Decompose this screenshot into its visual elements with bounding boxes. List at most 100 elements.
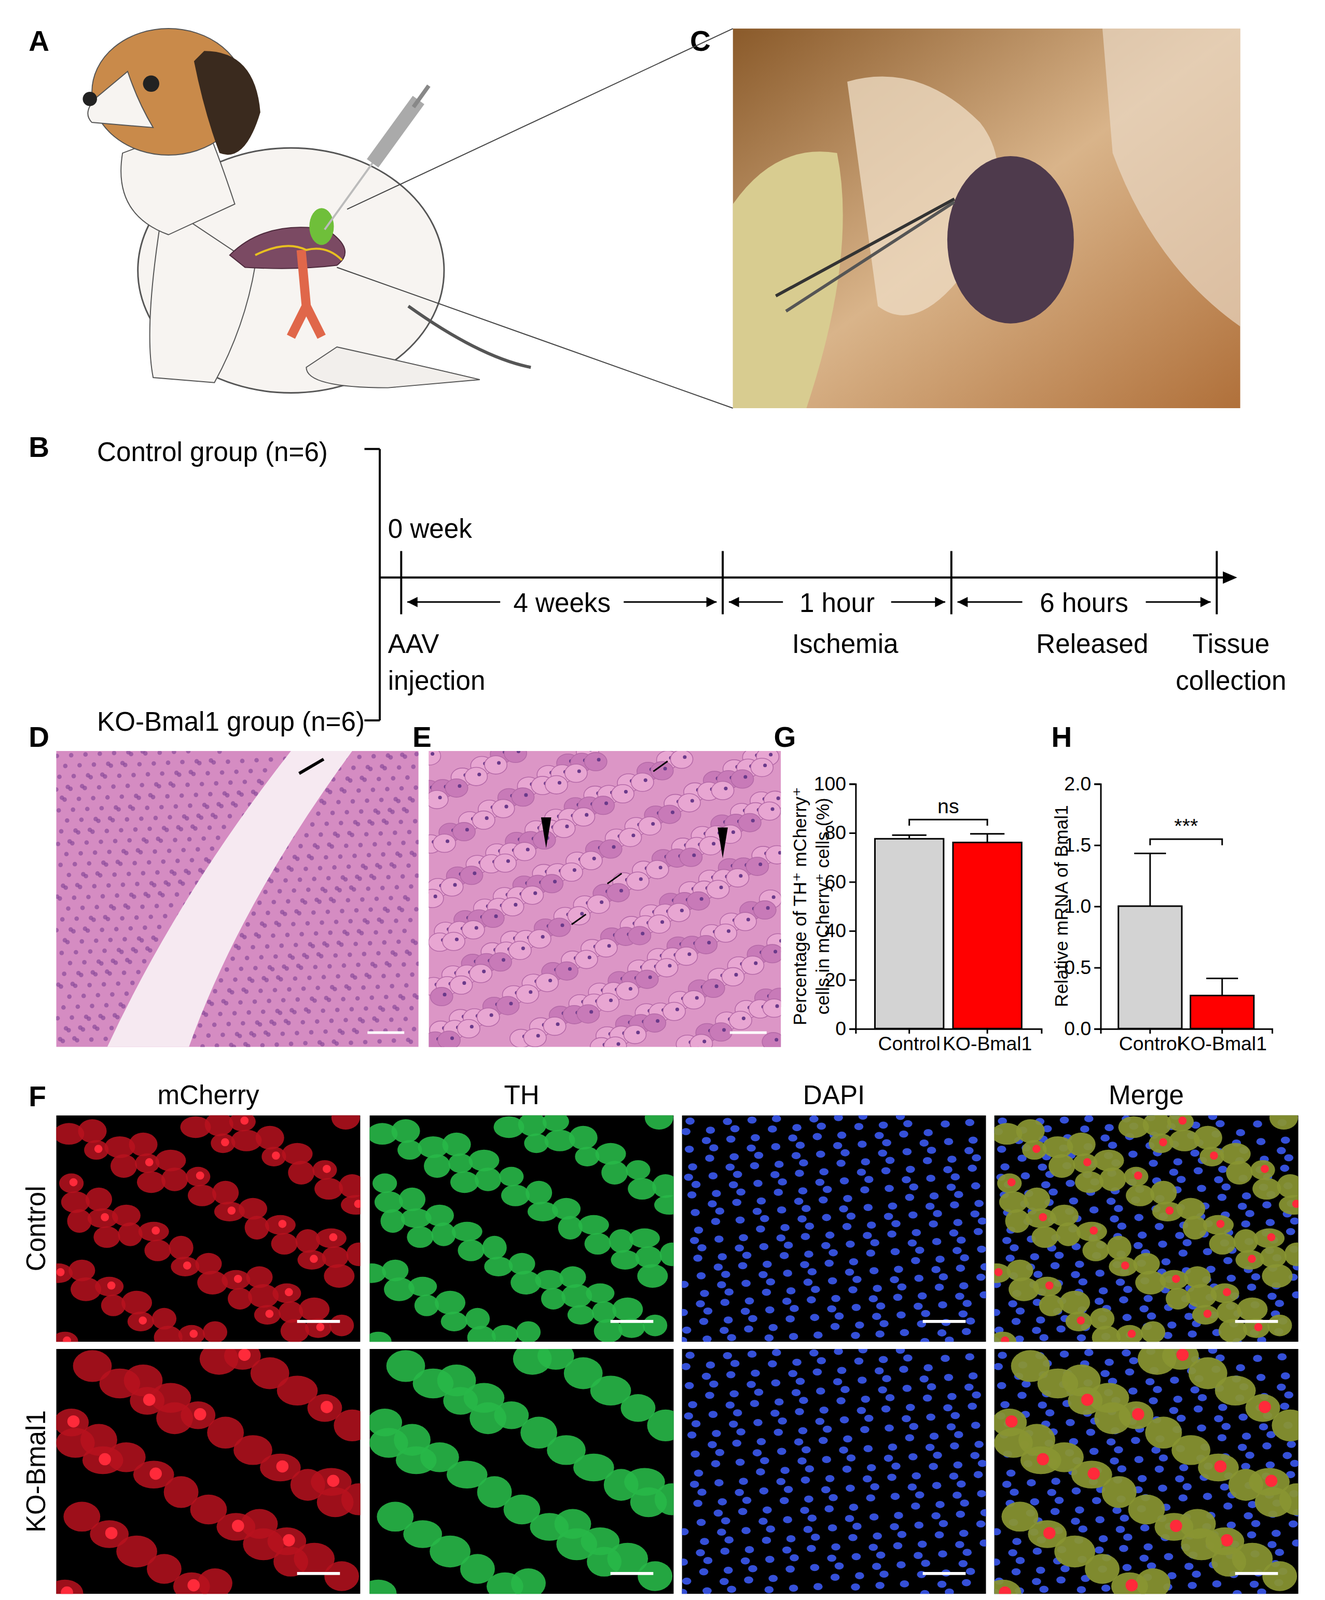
nucleus-dot bbox=[881, 1139, 892, 1147]
nucleus bbox=[332, 865, 337, 871]
nucleus bbox=[129, 892, 134, 898]
neuron bbox=[543, 1017, 567, 1036]
nucleus-dot bbox=[875, 1330, 885, 1338]
nucleus-dot bbox=[825, 1232, 835, 1240]
nucleus bbox=[196, 813, 201, 819]
nucleus bbox=[256, 779, 262, 784]
event: AAV bbox=[388, 629, 440, 659]
cell bbox=[110, 1154, 137, 1179]
nucleus bbox=[351, 765, 356, 771]
nucleus-dot bbox=[870, 1239, 880, 1247]
nucleus bbox=[414, 752, 419, 757]
nucleus bbox=[71, 774, 77, 779]
nucleus bbox=[409, 1006, 414, 1012]
channel-title: mCherry bbox=[157, 1080, 259, 1111]
cell bbox=[155, 1150, 186, 1172]
cell bbox=[601, 1161, 628, 1185]
neuron bbox=[449, 976, 473, 995]
cell bbox=[297, 1250, 326, 1271]
nucleus-dot bbox=[804, 1222, 814, 1231]
neuron bbox=[535, 973, 559, 992]
nucleus bbox=[173, 804, 179, 810]
nucleus-dot bbox=[884, 1212, 894, 1221]
neuron bbox=[674, 947, 698, 966]
nucleus bbox=[304, 833, 309, 838]
image-background bbox=[56, 1115, 361, 1343]
nucleus bbox=[167, 848, 172, 854]
cell bbox=[610, 1250, 640, 1271]
neuron bbox=[606, 883, 630, 902]
nucleus bbox=[378, 1005, 383, 1011]
nucleus bbox=[140, 904, 145, 910]
nucleus bbox=[384, 787, 390, 792]
nucleus bbox=[273, 920, 279, 926]
nucleus-dot bbox=[854, 1321, 865, 1330]
neuron bbox=[709, 1023, 733, 1042]
cell-spot bbox=[221, 1138, 230, 1148]
nucleus bbox=[378, 831, 383, 837]
cell bbox=[323, 1264, 355, 1289]
nucleus bbox=[383, 995, 389, 1000]
nucleus bbox=[215, 835, 221, 841]
nucleus bbox=[112, 751, 117, 756]
nucleus-dot bbox=[762, 1261, 772, 1269]
arrowhead bbox=[957, 597, 969, 608]
nucleus-dot bbox=[928, 1220, 938, 1228]
nucleus bbox=[265, 911, 271, 916]
neuron bbox=[504, 751, 527, 763]
duration: 4 weeks bbox=[513, 588, 611, 618]
nucleus-dot bbox=[760, 1215, 770, 1223]
nucleus bbox=[577, 769, 582, 774]
nucleus-dot bbox=[810, 1286, 821, 1294]
nucleus bbox=[738, 874, 743, 878]
cell bbox=[659, 1243, 674, 1267]
nucleus-dot bbox=[801, 1233, 811, 1241]
nucleus bbox=[109, 992, 115, 998]
nucleus bbox=[607, 944, 612, 948]
nucleus bbox=[99, 806, 105, 811]
nucleus bbox=[402, 929, 407, 934]
nucleus bbox=[341, 963, 347, 969]
nucleus bbox=[660, 920, 665, 924]
nucleus bbox=[236, 790, 242, 796]
nucleus-dot bbox=[681, 1281, 689, 1289]
nucleus bbox=[258, 955, 264, 960]
arrow bbox=[607, 873, 623, 885]
nucleus bbox=[210, 812, 216, 818]
nucleus-dot bbox=[850, 1332, 861, 1340]
nucleus bbox=[305, 921, 311, 927]
nucleus-dot bbox=[776, 1234, 786, 1242]
nucleus-dot bbox=[967, 1165, 977, 1173]
nucleus bbox=[319, 920, 325, 926]
nucleus-dot bbox=[893, 1294, 903, 1302]
nucleus bbox=[333, 953, 338, 959]
event: Tissue bbox=[1192, 629, 1271, 659]
panel-label: H bbox=[1051, 721, 1073, 754]
nucleus bbox=[406, 863, 411, 869]
nucleus-dot bbox=[789, 1333, 799, 1341]
cell bbox=[56, 1332, 78, 1343]
nucleus bbox=[77, 1025, 83, 1031]
nucleus bbox=[108, 904, 114, 909]
nucleus-dot bbox=[851, 1304, 862, 1312]
nucleus bbox=[270, 933, 276, 939]
nucleus bbox=[340, 997, 346, 1002]
nucleus bbox=[157, 751, 162, 755]
nucleus-dot bbox=[779, 1252, 790, 1260]
neuron bbox=[464, 767, 488, 786]
nucleus bbox=[323, 1029, 328, 1035]
nucleus bbox=[152, 849, 158, 855]
nucleus bbox=[275, 975, 281, 981]
nucleus-dot bbox=[758, 1271, 768, 1279]
nucleus bbox=[253, 965, 258, 971]
nucleus bbox=[631, 833, 636, 838]
nucleus bbox=[312, 843, 318, 849]
panel-labels: ABCDEFGH bbox=[28, 24, 1072, 1113]
neuron bbox=[746, 857, 769, 876]
nucleus-dot bbox=[702, 1335, 712, 1343]
nucleus bbox=[212, 1023, 217, 1028]
nucleus bbox=[114, 927, 119, 932]
cell bbox=[144, 1239, 171, 1262]
cell bbox=[516, 1321, 541, 1343]
neuron bbox=[643, 1014, 666, 1033]
